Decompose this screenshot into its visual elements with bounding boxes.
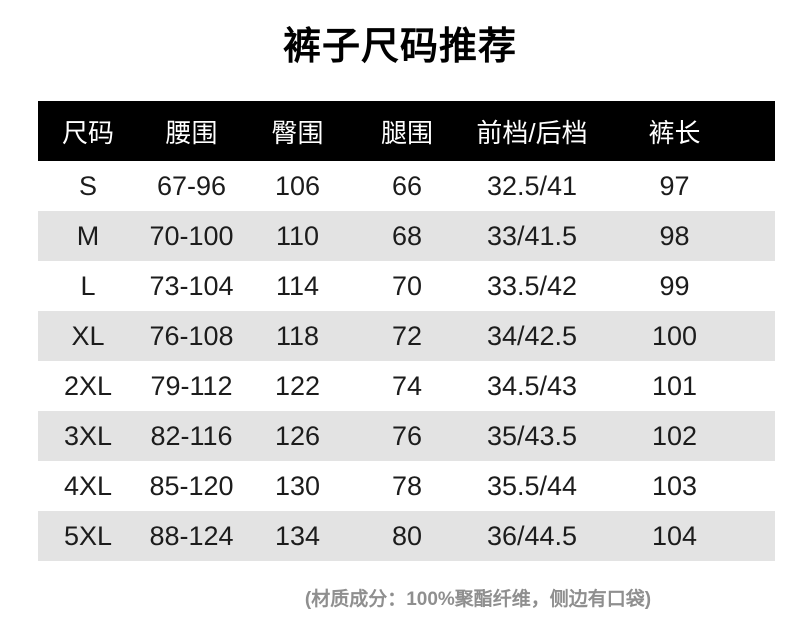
value-cell: 122 bbox=[274, 370, 321, 401]
column-header-4: 前档/后档 bbox=[464, 101, 600, 161]
value-cell: 33/41.5 bbox=[486, 220, 578, 251]
value-cell: 85-120 bbox=[149, 470, 234, 501]
value-cell: 126 bbox=[274, 420, 321, 451]
value-cell: 134 bbox=[274, 520, 321, 551]
table-row: 5XL 88-124 134 80 36/44.5 104 bbox=[38, 511, 775, 561]
value-cell: 99 bbox=[659, 270, 690, 301]
value-cell: 114 bbox=[275, 270, 320, 301]
table-row: 2XL 79-112 122 74 34.5/43 101 bbox=[38, 361, 775, 411]
value-cell: 106 bbox=[274, 170, 321, 201]
size-cell: 4XL bbox=[63, 470, 113, 501]
value-cell: 88-124 bbox=[149, 520, 234, 551]
size-cell: M bbox=[76, 220, 100, 251]
value-cell: 78 bbox=[391, 470, 423, 501]
size-cell: 3XL bbox=[63, 420, 113, 451]
value-cell: 79-112 bbox=[150, 370, 233, 401]
size-table: 尺码 腰围 臀围 腿围 前档/后档 裤长 S 67-96 106 66 32.5/41 97 M 70-… bbox=[38, 101, 775, 561]
value-cell: 34.5/43 bbox=[486, 370, 578, 401]
size-cell: L bbox=[80, 270, 96, 301]
value-cell: 34/42.5 bbox=[486, 320, 578, 351]
value-cell: 70 bbox=[391, 270, 423, 301]
column-header-0: 尺码 bbox=[38, 101, 138, 161]
value-cell: 35/43.5 bbox=[486, 420, 578, 451]
value-cell: 101 bbox=[651, 370, 698, 401]
table-row: 4XL 85-120 130 78 35.5/44 103 bbox=[38, 461, 775, 511]
column-header-1: 腰围 bbox=[138, 101, 245, 161]
value-cell: 74 bbox=[391, 370, 423, 401]
value-cell: 76-108 bbox=[149, 320, 234, 351]
value-cell: 104 bbox=[651, 520, 698, 551]
value-cell: 73-104 bbox=[149, 270, 234, 301]
size-cell: 2XL bbox=[63, 370, 113, 401]
size-table-body: S 67-96 106 66 32.5/41 97 M 70-100 110 68 33/41.5 9… bbox=[38, 161, 775, 561]
page-title: 裤子尺码推荐 bbox=[282, 26, 517, 68]
value-cell: 97 bbox=[659, 170, 690, 201]
size-cell: XL bbox=[71, 320, 105, 351]
value-cell: 72 bbox=[391, 320, 423, 351]
value-cell: 102 bbox=[651, 420, 698, 451]
value-cell: 103 bbox=[651, 470, 698, 501]
value-cell: 130 bbox=[274, 470, 321, 501]
table-row: L 73-104 114 70 33.5/42 99 bbox=[38, 261, 775, 311]
size-table-header: 尺码 腰围 臀围 腿围 前档/后档 裤长 bbox=[38, 101, 775, 161]
size-cell: 5XL bbox=[63, 520, 113, 551]
value-cell: 36/44.5 bbox=[486, 520, 578, 551]
table-row: 3XL 82-116 126 76 35/43.5 102 bbox=[38, 411, 775, 461]
value-cell: 76 bbox=[391, 420, 423, 451]
value-cell: 33.5/42 bbox=[486, 270, 578, 301]
value-cell: 35.5/44 bbox=[486, 470, 578, 501]
value-cell: 110 bbox=[275, 220, 320, 251]
column-header-3: 腿围 bbox=[350, 101, 464, 161]
column-header-5: 裤长 bbox=[600, 101, 775, 161]
value-cell: 66 bbox=[391, 170, 423, 201]
table-row: M 70-100 110 68 33/41.5 98 bbox=[38, 211, 775, 261]
value-cell: 67-96 bbox=[156, 170, 227, 201]
value-cell: 100 bbox=[651, 320, 698, 351]
value-cell: 68 bbox=[391, 220, 423, 251]
header-row: 尺码 腰围 臀围 腿围 前档/后档 裤长 bbox=[38, 101, 775, 161]
value-cell: 80 bbox=[391, 520, 423, 551]
material-note: (材质成分：100%聚酯纤维，侧边有口袋) bbox=[304, 589, 652, 610]
value-cell: 98 bbox=[659, 220, 690, 251]
table-row: XL 76-108 118 72 34/42.5 100 bbox=[38, 311, 775, 361]
value-cell: 118 bbox=[275, 320, 320, 351]
value-cell: 70-100 bbox=[149, 220, 234, 251]
value-cell: 82-116 bbox=[150, 420, 233, 451]
table-row: S 67-96 106 66 32.5/41 97 bbox=[38, 161, 775, 211]
value-cell: 32.5/41 bbox=[486, 170, 578, 201]
column-header-2: 臀围 bbox=[245, 101, 350, 161]
size-cell: S bbox=[78, 170, 97, 201]
